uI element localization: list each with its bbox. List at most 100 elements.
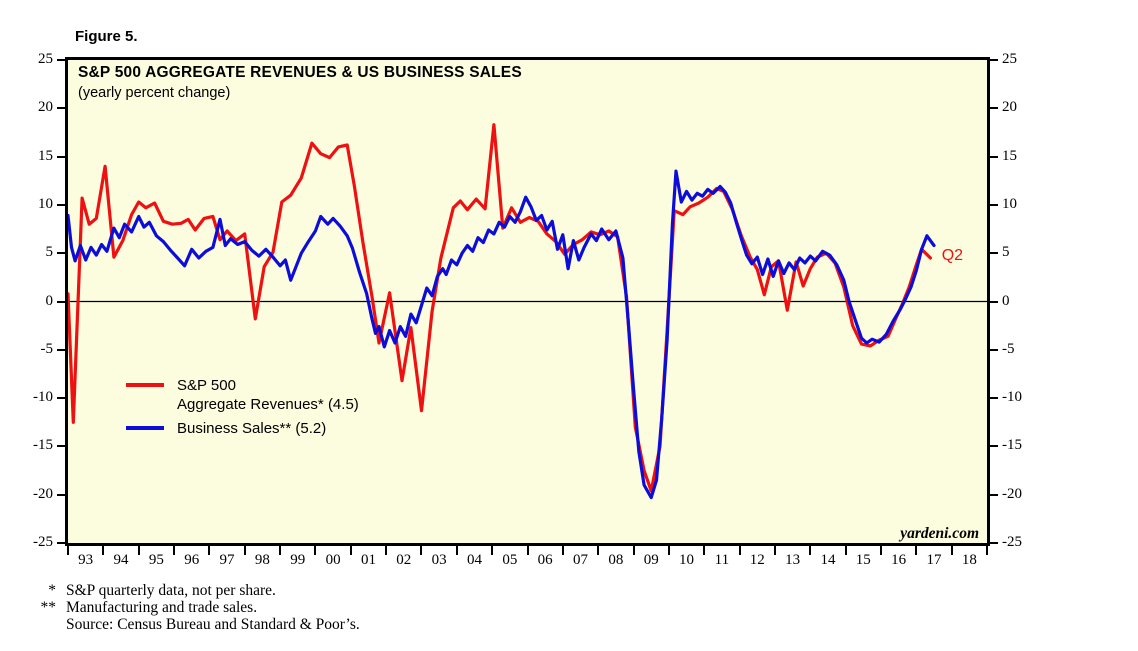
x-axis-tick: [915, 546, 918, 555]
x-axis-label: 04: [466, 552, 482, 568]
x-axis-label: 18: [961, 552, 977, 568]
x-axis-label: 94: [113, 552, 129, 568]
y-axis-tick-right: [990, 445, 998, 448]
chart-subtitle: (yearly percent change): [78, 85, 231, 101]
legend-line: Aggregate Revenues* (4.5): [177, 396, 359, 413]
y-axis-tick-left: [57, 300, 65, 303]
y-axis-tick-left: [57, 493, 65, 496]
x-axis-label: 95: [148, 552, 164, 568]
x-axis-tick: [526, 546, 529, 555]
y-axis-label-right: 15: [1002, 147, 1017, 164]
x-axis-tick: [809, 546, 812, 555]
y-axis-label-left: -10: [33, 389, 53, 406]
x-axis-label: 16: [891, 552, 907, 568]
x-axis-tick: [385, 546, 388, 555]
y-axis-tick-left: [57, 397, 65, 400]
y-axis-tick-right: [990, 107, 998, 110]
x-axis-tick: [420, 546, 423, 555]
y-axis-label-left: 5: [45, 244, 54, 261]
y-axis-label-right: -5: [1002, 340, 1015, 357]
x-axis-label: 99: [290, 552, 306, 568]
y-axis-label-left: -25: [33, 534, 53, 550]
y-axis-tick-right: [990, 155, 998, 158]
x-axis-label: 98: [254, 552, 270, 568]
chart-title: S&P 500 AGGREGATE REVENUES & US BUSINESS…: [78, 64, 522, 81]
y-axis-label-left: 0: [45, 292, 54, 309]
y-axis-tick-left: [57, 107, 65, 110]
footnote-text: S&P quarterly data, not per share.: [66, 582, 276, 599]
y-axis-tick-left: [57, 155, 65, 158]
x-axis-label: 15: [855, 552, 871, 568]
y-axis-tick-left: [57, 445, 65, 448]
legend-item-sp500: S&P 500 Aggregate Revenues* (4.5): [126, 376, 359, 414]
x-axis-label: 17: [926, 552, 942, 568]
x-axis-label: 01: [360, 552, 376, 568]
x-axis-tick: [349, 546, 352, 555]
footnote-text: Manufacturing and trade sales.: [66, 599, 258, 616]
y-axis-label-right: -25: [1002, 534, 1022, 550]
legend-line: Business Sales** (5.2): [177, 420, 327, 437]
line-chart: [68, 123, 987, 500]
y-axis-label-right: -10: [1002, 389, 1022, 406]
x-axis-label: 11: [714, 552, 730, 568]
x-axis-tick: [561, 546, 564, 555]
x-axis-label: 00: [325, 552, 341, 568]
x-axis-tick: [491, 546, 494, 555]
y-axis-label-left: 25: [38, 51, 53, 67]
y-axis-tick-right: [990, 252, 998, 255]
x-axis-label: 09: [643, 552, 659, 568]
footnote-row: ** Manufacturing and trade sales.: [28, 599, 360, 616]
x-axis-tick: [879, 546, 882, 555]
x-axis-tick: [844, 546, 847, 555]
y-axis-label-left: -5: [40, 340, 54, 357]
footnote-marker: **: [40, 599, 57, 616]
y-axis-tick-right: [990, 397, 998, 400]
x-axis-tick: [738, 546, 741, 555]
x-axis-tick: [455, 546, 458, 555]
x-axis-label: 97: [219, 552, 235, 568]
y-axis-label-left: -20: [33, 485, 53, 502]
x-axis-tick: [950, 546, 953, 555]
y-axis-label-right: -20: [1002, 485, 1022, 502]
blue-line-swatch: [126, 426, 164, 430]
x-axis-label: 03: [431, 552, 447, 568]
y-axis-tick-left: [57, 542, 65, 544]
y-axis-label-right: 10: [1002, 195, 1017, 212]
footnote-text: Source: Census Bureau and Standard & Poo…: [66, 616, 360, 633]
x-axis-tick: [667, 546, 670, 555]
q2-annotation: Q2: [941, 247, 964, 265]
y-axis-label-right: 5: [1002, 244, 1010, 261]
y-axis-label-left: 10: [38, 195, 53, 212]
series-line-revenues: [68, 123, 933, 493]
x-axis-tick: [279, 546, 282, 555]
legend-label-sp500: S&P 500 Aggregate Revenues* (4.5): [177, 376, 359, 414]
y-axis-tick-right: [990, 300, 998, 303]
yardeni-watermark: yardeni.com: [900, 525, 979, 542]
footnote-marker: *: [48, 582, 56, 599]
x-axis-tick: [173, 546, 176, 555]
footnote-row: Source: Census Bureau and Standard & Poo…: [28, 616, 360, 633]
y-axis-tick-right: [990, 542, 998, 544]
y-axis-label-left: -15: [33, 437, 53, 454]
footnote-marker: [28, 616, 66, 633]
y-axis-tick-right: [990, 493, 998, 496]
x-axis-label: 10: [679, 552, 695, 568]
x-axis-tick: [102, 546, 105, 555]
x-axis-label: 08: [608, 552, 624, 568]
legend-line: S&P 500: [177, 377, 236, 394]
x-axis-label: 02: [396, 552, 412, 568]
y-axis-tick-left: [57, 348, 65, 351]
x-axis-label: 12: [749, 552, 765, 568]
y-axis-tick-left: [57, 203, 65, 206]
y-axis-label-right: 20: [1002, 99, 1017, 116]
y-axis-label-left: 20: [38, 99, 53, 116]
footnote-row: * S&P quarterly data, not per share.: [28, 582, 360, 599]
y-axis-tick-right: [990, 348, 998, 351]
y-axis-label-right: 25: [1002, 51, 1017, 67]
x-axis-label: 06: [537, 552, 553, 568]
footnotes: * S&P quarterly data, not per share. ** Man…: [28, 582, 360, 633]
x-axis-tick: [137, 546, 140, 555]
x-axis-tick: [632, 546, 635, 555]
x-axis-label: 14: [820, 552, 836, 568]
x-axis-tick: [67, 546, 69, 555]
